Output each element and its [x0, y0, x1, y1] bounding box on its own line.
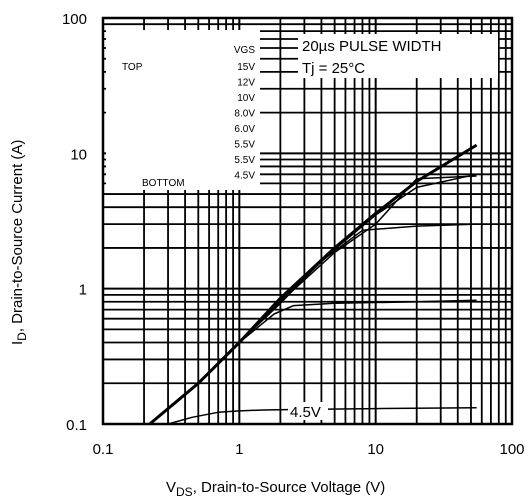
notes-box — [298, 34, 498, 78]
legend: VGS TOP BOTTOM 15V 12V 10V 8.0V 6.0V 5.5V 5.5V… — [106, 30, 260, 190]
legend-entry: 5.5V — [234, 155, 255, 166]
y-axis-label-sub: D — [15, 332, 29, 341]
x-tick-label: 0.1 — [93, 441, 114, 458]
legend-entry: 12V — [237, 78, 255, 89]
y-tick-label: 0.1 — [66, 417, 87, 434]
x-axis-label: VDS, Drain-to-Source Voltage (V) — [166, 479, 385, 499]
notes: 20µs PULSE WIDTH Tj = 25°C — [298, 34, 498, 78]
legend-entry: 5.5V — [234, 140, 255, 151]
y-axis-label-rest: , Drain-to-Source Current (A) — [9, 140, 26, 333]
y-tick-labels: 0.1 1 10 100 — [62, 11, 87, 434]
legend-top-label: TOP — [122, 62, 143, 73]
series-line-5 — [149, 299, 477, 425]
legend-entry: 6.0V — [234, 124, 255, 135]
note-pulse-width: 20µs PULSE WIDTH — [302, 38, 442, 55]
y-axis-label-main: I — [9, 341, 26, 345]
x-tick-labels: 0.1 1 10 100 — [93, 441, 525, 458]
x-tick-label: 10 — [367, 441, 384, 458]
curve-label-box — [288, 402, 328, 420]
x-tick-label: 100 — [499, 441, 524, 458]
x-axis-label-main: V — [166, 479, 176, 496]
legend-entries: 15V 12V 10V 8.0V 6.0V 5.5V 5.5V 4.5V — [234, 62, 255, 182]
y-tick-label: 100 — [62, 11, 87, 28]
legend-entry: 10V — [237, 93, 255, 104]
plot-frame — [101, 16, 514, 426]
x-axis-label-sub: DS — [176, 485, 193, 499]
note-junction-temp: Tj = 25°C — [302, 60, 365, 77]
x-axis-label-rest: , Drain-to-Source Voltage (V) — [193, 479, 386, 496]
curve-label-4-5v: 4.5V — [290, 404, 321, 421]
curve-label-group: 4.5V — [288, 402, 328, 421]
x-tick-label: 1 — [235, 441, 243, 458]
y-axis-label: ID, Drain-to-Source Current (A) — [9, 140, 29, 345]
legend-entry: 15V — [237, 62, 255, 73]
y-tick-label: 1 — [79, 282, 87, 299]
legend-entry: 4.5V — [234, 171, 255, 182]
legend-entry: 8.0V — [234, 109, 255, 120]
series-line-6 — [167, 406, 477, 425]
legend-header: VGS — [234, 45, 255, 56]
legend-box — [106, 30, 260, 190]
legend-bottom-label: BOTTOM — [142, 178, 185, 189]
y-tick-label: 10 — [70, 146, 87, 163]
